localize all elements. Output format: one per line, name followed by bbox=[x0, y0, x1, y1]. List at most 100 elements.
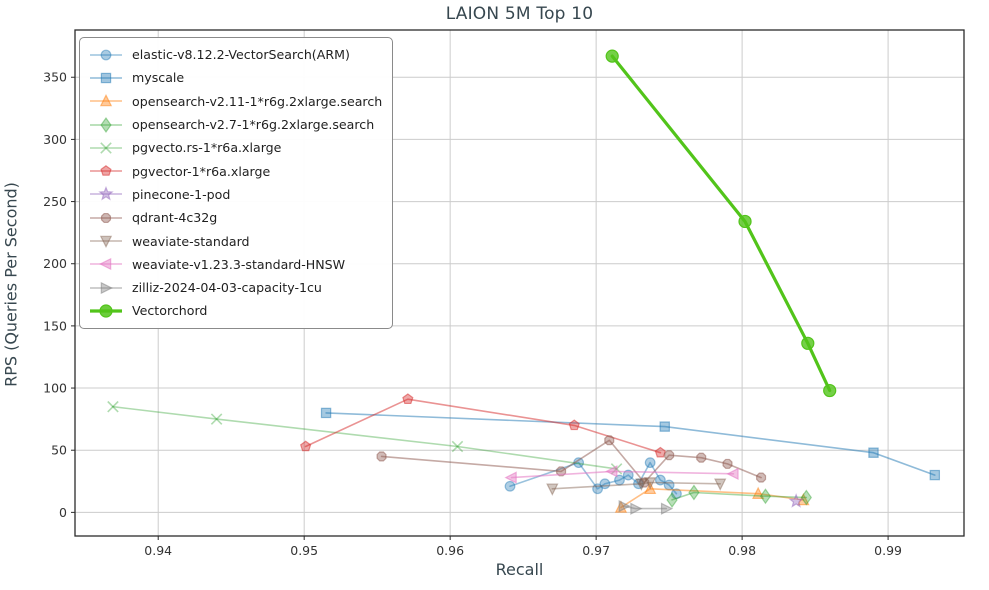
legend-label: myscale bbox=[132, 70, 185, 86]
marker-octagon bbox=[639, 477, 650, 488]
legend-item: opensearch-v2.11-1*r6g.2xlarge.search bbox=[88, 90, 382, 113]
legend-marker-icon bbox=[90, 258, 122, 271]
legend-item: pgvecto.rs-1*r6a.xlarge bbox=[88, 136, 382, 159]
legend-item: pinecone-1-pod bbox=[88, 183, 382, 206]
marker-pentagon bbox=[654, 446, 667, 458]
legend-marker-icon bbox=[90, 165, 122, 176]
marker-triangle-up bbox=[99, 94, 113, 107]
series-line bbox=[623, 505, 668, 510]
legend-label: pinecone-1-pod bbox=[132, 186, 231, 202]
tick-label-y: 350 bbox=[43, 70, 67, 85]
marker-circle bbox=[644, 457, 656, 469]
marker-circle bbox=[823, 383, 837, 398]
marker-circle bbox=[654, 474, 666, 486]
tick-label-x: 0.98 bbox=[728, 543, 756, 558]
marker-circle bbox=[801, 336, 815, 350]
x-axis-label: Recall bbox=[495, 560, 544, 579]
marker-triangle-right bbox=[100, 281, 114, 294]
marker-triangle-up bbox=[751, 486, 765, 500]
legend-item: elastic-v8.12.2-VectorSearch(ARM) bbox=[88, 43, 382, 66]
marker-circle bbox=[738, 214, 752, 229]
tick-label-x: 0.95 bbox=[290, 543, 318, 558]
tick-label-x: 0.96 bbox=[436, 543, 464, 558]
marker-x-stroke bbox=[100, 142, 112, 154]
marker-circle bbox=[663, 479, 675, 491]
legend-label: Vectorchord bbox=[132, 303, 208, 319]
marker-octagon bbox=[722, 458, 733, 469]
legend-label: zilliz-2024-04-03-capacity-1cu bbox=[132, 280, 322, 296]
marker-octagon bbox=[100, 212, 112, 223]
series-line bbox=[551, 481, 722, 490]
marker-circle bbox=[504, 480, 516, 492]
series-line bbox=[510, 470, 735, 479]
legend-item: zilliz-2024-04-03-capacity-1cu bbox=[88, 276, 382, 299]
marker-x-stroke bbox=[100, 142, 112, 154]
marker-x bbox=[107, 400, 119, 413]
series-line bbox=[304, 398, 662, 454]
legend-item: weaviate-standard bbox=[88, 229, 382, 252]
marker-diamond bbox=[800, 489, 813, 506]
legend-label: opensearch-v2.11-1*r6g.2xlarge.search bbox=[132, 93, 383, 109]
series-line bbox=[671, 491, 808, 501]
marker-diamond bbox=[688, 484, 700, 501]
marker-triangle-left bbox=[504, 471, 517, 484]
marker-octagon bbox=[696, 452, 707, 463]
marker-x-stroke bbox=[107, 400, 119, 413]
legend-label: opensearch-v2.7-1*r6g.2xlarge.search bbox=[132, 117, 375, 133]
tick-label-y: 250 bbox=[43, 194, 67, 209]
tick-label-y: 150 bbox=[43, 318, 67, 333]
y-axis-label: RPS (Queries Per Second) bbox=[1, 182, 21, 387]
legend-marker-icon bbox=[90, 212, 122, 223]
marker-pentagon bbox=[568, 419, 580, 431]
marker-x bbox=[210, 413, 223, 425]
legend-label: weaviate-v1.23.3-standard-HNSW bbox=[132, 256, 346, 272]
marker-diamond bbox=[100, 116, 112, 133]
chart-title: LAION 5M Top 10 bbox=[445, 4, 594, 24]
marker-x bbox=[100, 142, 112, 154]
series-line bbox=[325, 412, 936, 476]
marker-star bbox=[98, 186, 114, 201]
legend-marker-icon bbox=[90, 281, 122, 294]
tick-label-x: 0.97 bbox=[582, 543, 610, 558]
tick-label-y: 0 bbox=[59, 505, 67, 520]
marker-octagon bbox=[604, 435, 615, 446]
marker-triangle-left bbox=[98, 258, 112, 271]
marker-x-stroke bbox=[210, 413, 223, 425]
marker-triangle-left bbox=[726, 467, 739, 481]
legend-marker-icon bbox=[90, 186, 122, 201]
marker-triangle-down bbox=[714, 478, 727, 491]
marker-triangle-down bbox=[546, 483, 559, 496]
marker-square bbox=[100, 72, 112, 84]
marker-diamond bbox=[666, 491, 678, 508]
tick-label-y: 50 bbox=[51, 443, 67, 458]
marker-circle bbox=[99, 304, 113, 318]
series-line bbox=[620, 487, 805, 509]
legend-marker-icon bbox=[90, 116, 122, 133]
marker-x bbox=[451, 440, 464, 453]
series-line bbox=[112, 405, 618, 470]
marker-triangle-left bbox=[605, 465, 618, 478]
marker-circle bbox=[622, 469, 634, 481]
legend-marker-icon bbox=[90, 142, 122, 154]
marker-square bbox=[320, 407, 332, 419]
marker-triangle-right bbox=[630, 502, 643, 515]
marker-x-stroke bbox=[451, 440, 464, 453]
marker-pentagon bbox=[299, 440, 312, 452]
tick-label-y: 300 bbox=[43, 132, 67, 147]
legend-item: opensearch-v2.7-1*r6g.2xlarge.search bbox=[88, 113, 382, 136]
marker-star bbox=[788, 493, 804, 508]
tick-label-x: 0.94 bbox=[144, 543, 172, 558]
marker-octagon bbox=[376, 451, 387, 462]
marker-square bbox=[929, 469, 941, 481]
marker-circle bbox=[605, 49, 619, 63]
legend-label: pgvecto.rs-1*r6a.xlarge bbox=[132, 140, 282, 156]
marker-circle bbox=[599, 478, 611, 490]
legend-label: qdrant-4c32g bbox=[132, 210, 218, 226]
marker-triangle-right bbox=[660, 502, 674, 515]
marker-circle bbox=[614, 474, 625, 486]
marker-x-stroke bbox=[451, 440, 464, 453]
legend-marker-icon bbox=[90, 72, 122, 84]
marker-pentagon bbox=[402, 393, 414, 405]
legend-marker-icon bbox=[90, 235, 122, 249]
